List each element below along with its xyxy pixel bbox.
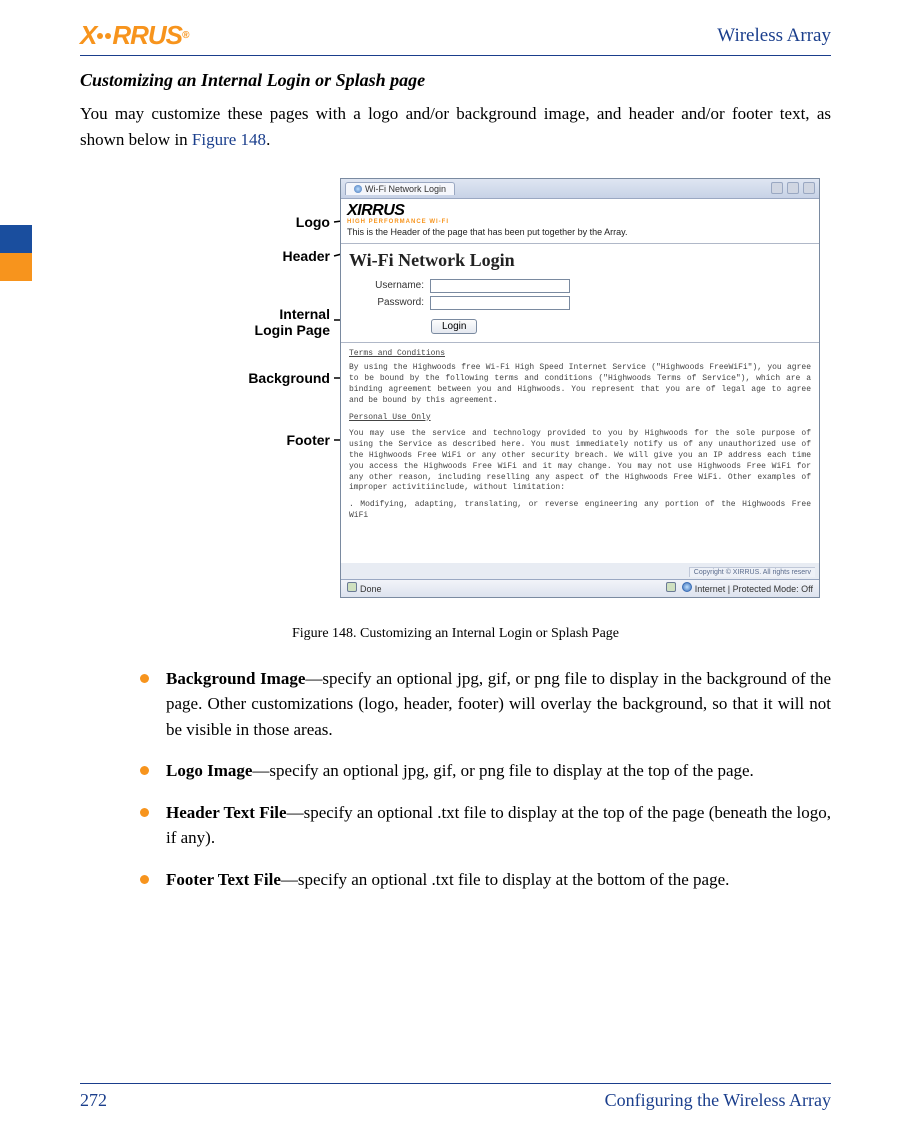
callout-header: Header bbox=[283, 248, 330, 264]
list-item: Background Image—specify an optional jpg… bbox=[140, 666, 831, 743]
xirrus-logo-icon: XRRUS® bbox=[80, 20, 188, 51]
login-form-title: Wi-Fi Network Login bbox=[349, 250, 811, 271]
document-page: XRRUS® Wireless Array Customizing an Int… bbox=[0, 0, 901, 1137]
password-input[interactable] bbox=[430, 296, 570, 310]
home-icon[interactable] bbox=[771, 182, 783, 194]
callout-internal-2: Login Page bbox=[255, 322, 330, 338]
page-number: 272 bbox=[80, 1090, 107, 1111]
brand-logo: XRRUS® bbox=[80, 20, 188, 51]
username-input[interactable] bbox=[430, 279, 570, 293]
intro-paragraph: You may customize these pages with a log… bbox=[80, 101, 831, 154]
callout-background: Background bbox=[248, 370, 330, 386]
terms-paragraph-2: You may use the service and technology p… bbox=[349, 429, 811, 494]
login-logo-text: XIRRUS bbox=[347, 202, 404, 219]
status-right: Internet | Protected Mode: Off bbox=[666, 582, 813, 594]
page-footer: 272 Configuring the Wireless Array bbox=[80, 1083, 831, 1111]
shield-icon bbox=[666, 582, 676, 592]
side-tab-marker bbox=[0, 225, 32, 281]
password-label: Password: bbox=[369, 297, 424, 308]
terms-paragraph-1: By using the Highwoods free Wi-Fi High S… bbox=[349, 363, 811, 406]
login-copyright: Copyright © XIRRUS. All rights reserv bbox=[689, 567, 815, 577]
browser-tab-title: Wi-Fi Network Login bbox=[365, 184, 446, 194]
bullet-label: Footer Text File bbox=[166, 870, 281, 889]
page-icon[interactable] bbox=[803, 182, 815, 194]
globe-icon bbox=[354, 185, 362, 193]
browser-tab[interactable]: Wi-Fi Network Login bbox=[345, 182, 455, 195]
login-page-screenshot: Wi-Fi Network Login XIRRUS HIGH PERFORMA… bbox=[340, 178, 820, 598]
bullet-text: —specify an optional .txt file to displa… bbox=[281, 870, 730, 889]
status-mode-text: Internet | Protected Mode: Off bbox=[695, 584, 813, 594]
browser-tab-bar: Wi-Fi Network Login bbox=[341, 179, 819, 199]
terms-paragraph-3: . Modifying, adapting, translating, or r… bbox=[349, 500, 811, 522]
login-header-section: XIRRUS HIGH PERFORMANCE WI-FI This is th… bbox=[341, 199, 819, 244]
side-tab-orange bbox=[0, 253, 32, 281]
bullet-text: —specify an optional jpg, gif, or png fi… bbox=[252, 761, 753, 780]
chapter-title: Configuring the Wireless Array bbox=[605, 1090, 831, 1111]
login-logo: XIRRUS HIGH PERFORMANCE WI-FI bbox=[347, 203, 813, 225]
terms-subhead: Personal Use Only bbox=[349, 413, 811, 424]
login-footer-terms: Terms and Conditions By using the Highwo… bbox=[341, 343, 819, 563]
section-heading: Customizing an Internal Login or Splash … bbox=[80, 70, 831, 91]
list-item: Header Text File—specify an optional .tx… bbox=[140, 800, 831, 851]
status-done-text: Done bbox=[360, 584, 382, 594]
page-header-row: XRRUS® Wireless Array bbox=[80, 20, 831, 56]
print-icon[interactable] bbox=[787, 182, 799, 194]
callout-internal-1: Internal bbox=[279, 306, 330, 322]
bullet-label: Background Image bbox=[166, 669, 305, 688]
login-header-text: This is the Header of the page that has … bbox=[347, 227, 813, 237]
login-logo-subtitle: HIGH PERFORMANCE WI-FI bbox=[347, 219, 813, 225]
intro-text-post: . bbox=[266, 130, 270, 149]
username-row: Username: bbox=[369, 279, 811, 293]
bullet-label: Logo Image bbox=[166, 761, 252, 780]
list-item: Footer Text File—specify an optional .tx… bbox=[140, 867, 831, 893]
login-form-section: Wi-Fi Network Login Username: Password: … bbox=[341, 244, 819, 343]
internet-zone-icon bbox=[682, 582, 692, 592]
bullet-label: Header Text File bbox=[166, 803, 287, 822]
document-title: Wireless Array bbox=[717, 25, 831, 47]
callout-logo: Logo bbox=[296, 214, 330, 230]
customization-bullet-list: Background Image —specify an optional jpg… bbox=[80, 666, 831, 893]
side-tab-blue bbox=[0, 225, 32, 253]
list-item: Logo Image—specify an optional jpg, gif,… bbox=[140, 758, 831, 784]
status-left: Done bbox=[347, 582, 382, 594]
figure-caption: Figure 148. Customizing an Internal Logi… bbox=[80, 626, 831, 642]
browser-status-bar: Done Internet | Protected Mode: Off bbox=[341, 579, 819, 597]
registered-mark: ® bbox=[182, 30, 188, 41]
password-row: Password: bbox=[369, 296, 811, 310]
login-button[interactable]: Login bbox=[431, 319, 477, 334]
figure-reference-link[interactable]: Figure 148 bbox=[192, 130, 266, 149]
username-label: Username: bbox=[369, 280, 424, 291]
figure-148: Logo Header Internal Login Page Backgrou… bbox=[80, 178, 831, 618]
callout-footer: Footer bbox=[286, 432, 330, 448]
terms-heading: Terms and Conditions bbox=[349, 349, 811, 360]
done-icon bbox=[347, 582, 357, 592]
